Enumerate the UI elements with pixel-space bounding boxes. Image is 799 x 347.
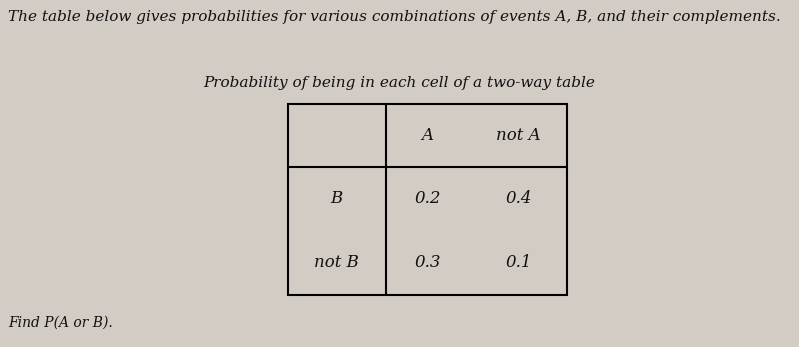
Text: Find P(A or B).: Find P(A or B).	[8, 316, 113, 330]
Text: B: B	[331, 190, 343, 207]
Text: 0.3: 0.3	[414, 254, 441, 271]
Text: A: A	[421, 127, 434, 144]
Text: The table below gives probabilities for various combinations of events A, B, and: The table below gives probabilities for …	[8, 10, 781, 24]
Text: not B: not B	[314, 254, 359, 271]
Text: not A: not A	[496, 127, 541, 144]
Text: 0.4: 0.4	[505, 190, 531, 207]
Text: 0.2: 0.2	[414, 190, 441, 207]
Text: 0.1: 0.1	[505, 254, 531, 271]
Text: Probability of being in each cell of a two-way table: Probability of being in each cell of a t…	[204, 76, 595, 90]
